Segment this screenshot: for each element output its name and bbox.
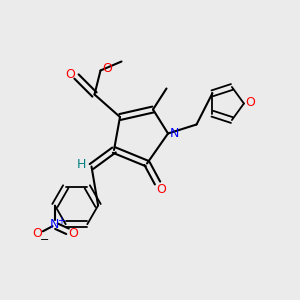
Text: −: − bbox=[40, 235, 50, 245]
Text: O: O bbox=[246, 95, 255, 109]
Text: O: O bbox=[102, 61, 112, 75]
Text: O: O bbox=[32, 227, 42, 240]
Text: O: O bbox=[156, 183, 166, 196]
Text: +: + bbox=[58, 215, 65, 226]
Text: O: O bbox=[68, 227, 78, 240]
Text: N: N bbox=[170, 127, 179, 140]
Text: O: O bbox=[65, 68, 75, 81]
Text: H: H bbox=[77, 158, 87, 172]
Text: N: N bbox=[50, 218, 60, 231]
